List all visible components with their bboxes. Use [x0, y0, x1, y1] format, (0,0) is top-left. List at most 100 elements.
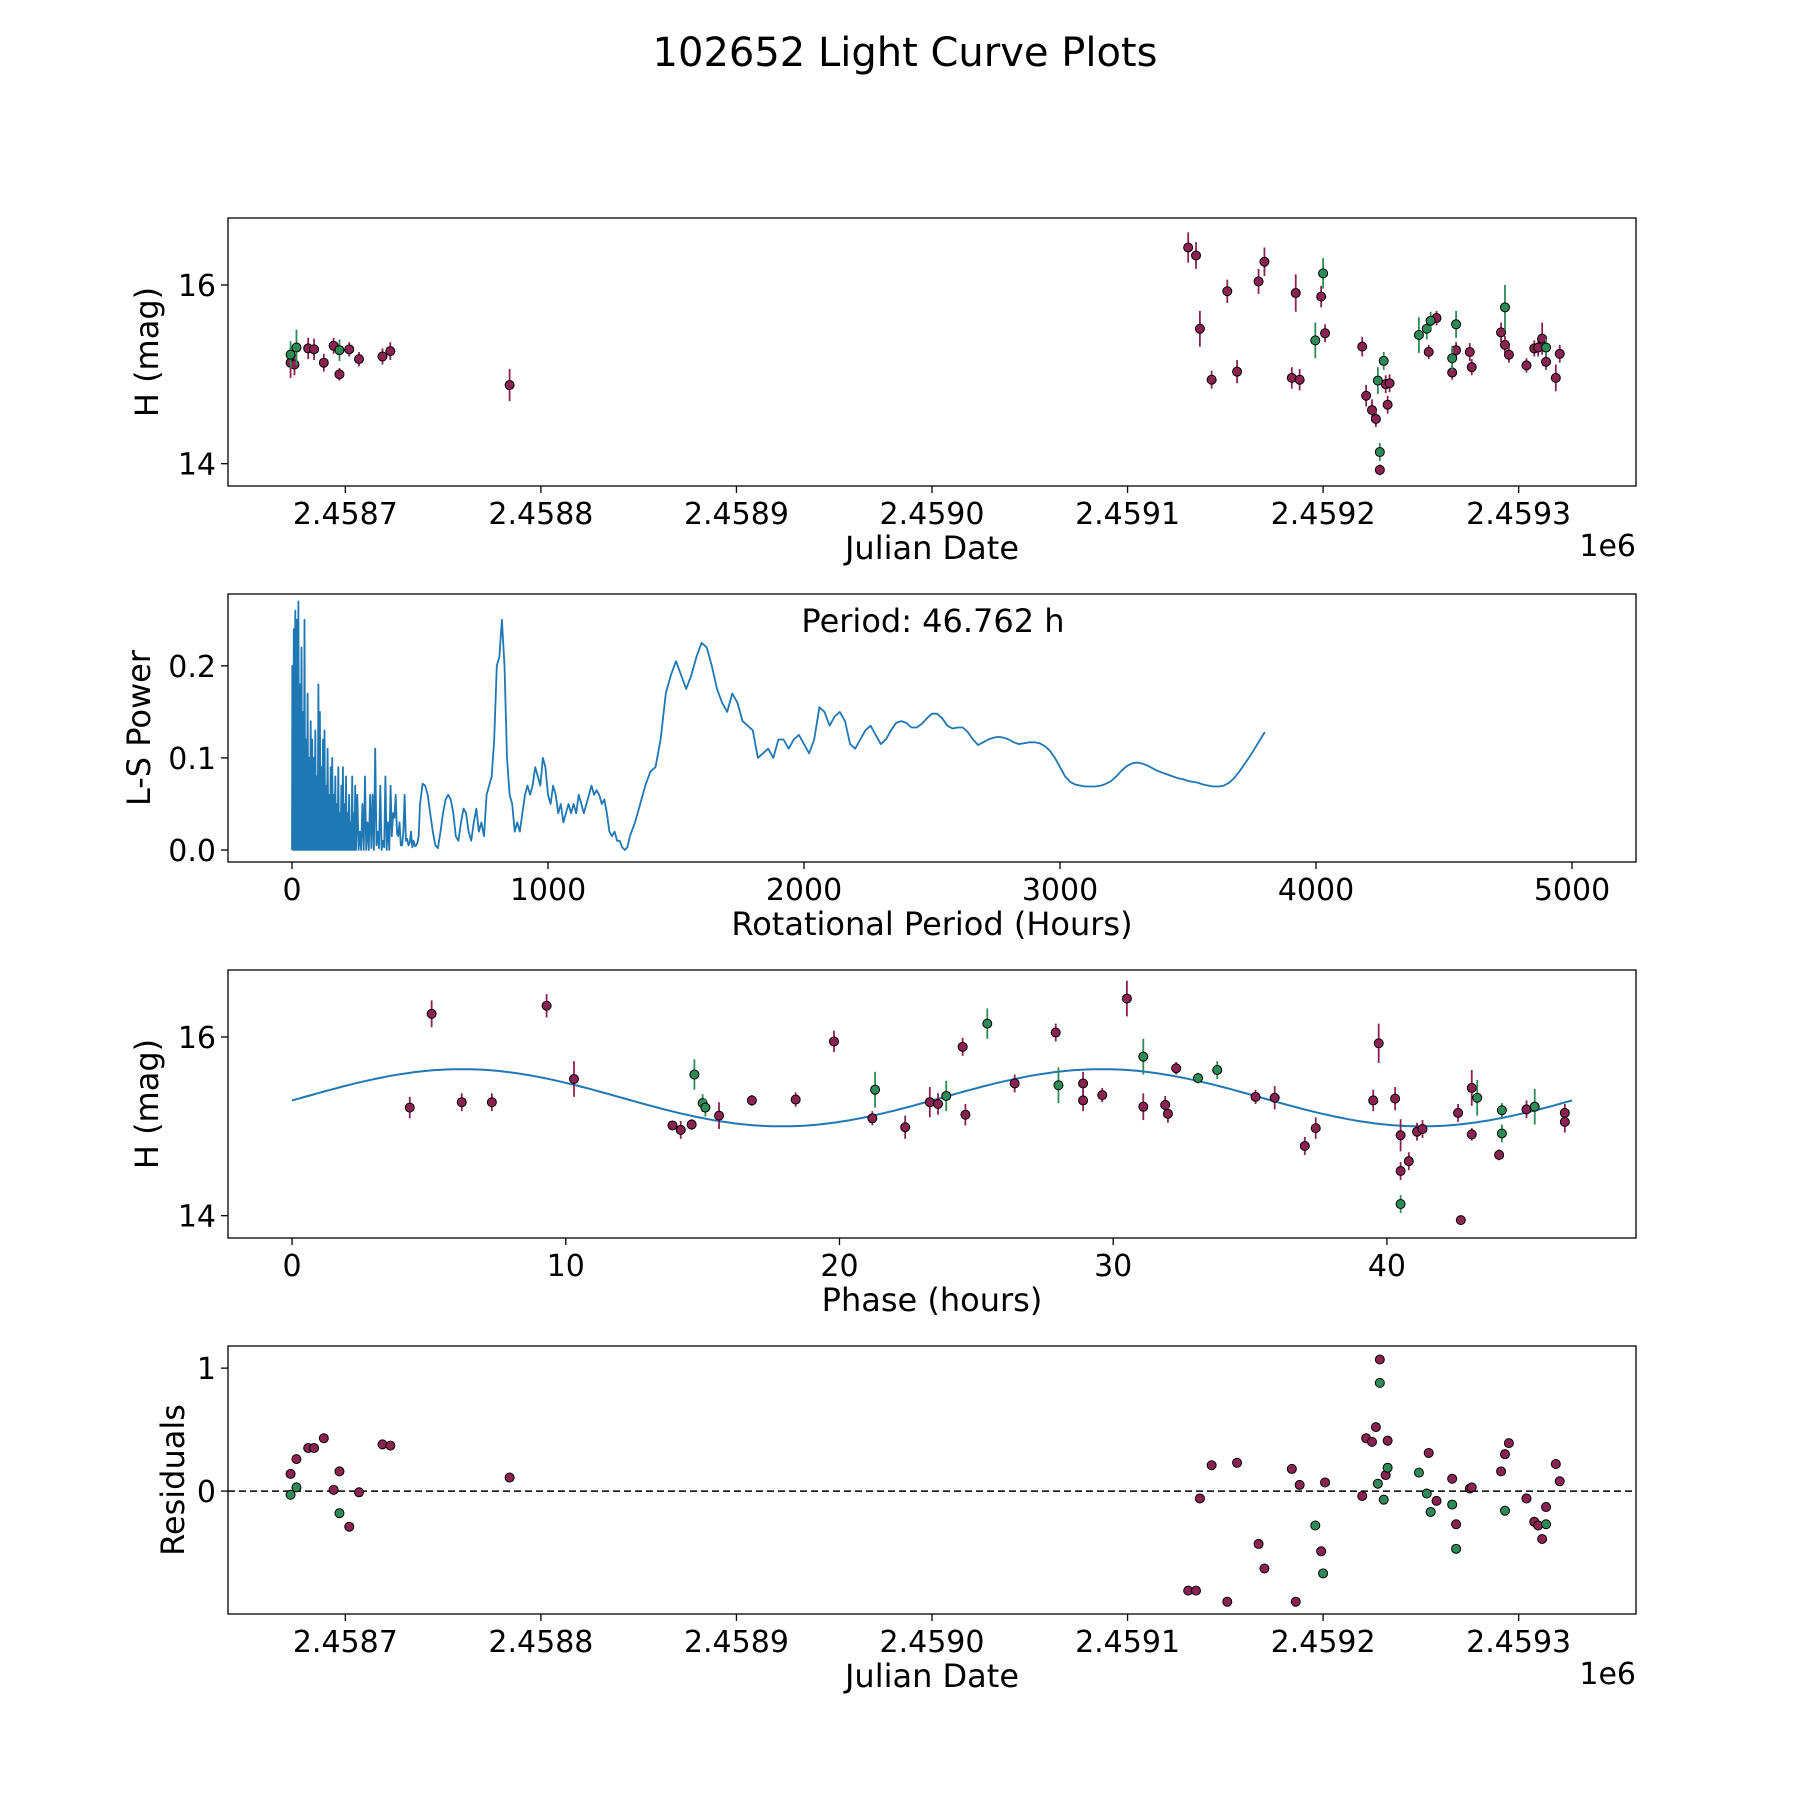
phased-red-point: [1417, 1124, 1428, 1135]
phased-x-tick-label: 0: [283, 1249, 302, 1284]
lightcurve-y-tick-label: 16: [178, 269, 216, 304]
residuals-green-point: [1541, 1519, 1552, 1530]
lightcurve-green-point: [1374, 447, 1385, 458]
residuals-red-point: [1286, 1463, 1297, 1474]
residuals-green-point: [291, 1482, 302, 1493]
periodogram-x-axis-label: Rotational Period (Hours): [731, 905, 1132, 943]
phased-green-point: [1395, 1199, 1406, 1210]
residuals-red-point: [1550, 1459, 1561, 1470]
residuals-red-point: [1191, 1585, 1201, 1596]
lightcurve-marks: [285, 232, 1565, 476]
lightcurve-red-point: [309, 344, 320, 355]
residuals-red-point: [1232, 1457, 1243, 1468]
phased-red-point: [667, 1120, 678, 1131]
periodogram-x-tick-label: 1000: [510, 873, 586, 908]
phased-green-point: [1496, 1105, 1507, 1116]
phased-red-point: [829, 1036, 840, 1047]
periodogram-x-tick-label: 2000: [766, 873, 842, 908]
residuals-red-point: [1294, 1479, 1305, 1490]
lightcurve-x-offset-label: 1e6: [1579, 529, 1636, 564]
lightcurve-green-point: [1451, 319, 1462, 330]
phased-marks: [291, 980, 1573, 1226]
residuals-red-point: [1316, 1546, 1327, 1557]
residuals-red-point: [344, 1521, 355, 1532]
residuals-red-point: [1374, 1354, 1385, 1365]
lightcurve-y-axis-label: H (mag): [128, 287, 166, 417]
phased-green-point: [689, 1069, 700, 1080]
phased-red-point: [1368, 1095, 1379, 1106]
residuals-red-point: [1259, 1563, 1270, 1574]
phased-green-point: [1496, 1128, 1507, 1139]
residuals-red-point: [1447, 1473, 1458, 1484]
lightcurve-red-point: [1499, 339, 1510, 350]
lightcurve-green-point: [1378, 355, 1389, 366]
periodogram-x-tick-label: 4000: [1278, 873, 1354, 908]
lightcurve-red-point: [334, 369, 345, 380]
periodogram-x-tick-label: 5000: [1534, 873, 1610, 908]
lightcurve-red-point: [1194, 323, 1205, 334]
residuals-green-point: [1413, 1467, 1424, 1478]
phased-red-point: [1171, 1063, 1182, 1074]
residuals-x-tick-label: 2.4590: [880, 1625, 985, 1660]
phased-red-point: [1269, 1092, 1280, 1103]
residuals-red-point: [1431, 1495, 1442, 1506]
residuals-red-point: [1382, 1435, 1393, 1446]
phased-red-point: [867, 1113, 878, 1124]
phased-x-tick-label: 20: [820, 1249, 858, 1284]
residuals-red-point: [1451, 1519, 1462, 1530]
lightcurve-red-point: [1541, 356, 1552, 367]
phased-ticks: 0 10 20 30 40 14 16: [178, 1021, 1406, 1284]
lightcurve-green-point: [1425, 315, 1436, 326]
periodogram-ticks: 0 1000 2000 3000 4000 5000 0.0 0.1 0.2: [168, 650, 1610, 908]
residuals-green-point: [1374, 1377, 1385, 1388]
period-annotation: Period: 46.762 h: [801, 602, 1064, 640]
phased-red-point: [568, 1073, 579, 1084]
phased-red-point: [1390, 1093, 1401, 1104]
lightcurve-red-point: [1191, 250, 1201, 261]
lightcurve-y-tick-label: 14: [178, 448, 216, 483]
phased-x-axis-label: Phase (hours): [822, 1281, 1043, 1319]
lightcurve-red-point: [1554, 348, 1565, 359]
phased-x-tick-label: 30: [1094, 1249, 1132, 1284]
lightcurve-red-point: [1290, 288, 1301, 299]
phased-red-point: [746, 1095, 757, 1106]
residuals-x-tick-label: 2.4587: [293, 1625, 398, 1660]
lightcurve-red-point: [1316, 291, 1327, 302]
phased-red-point: [1494, 1149, 1505, 1160]
phased-red-point: [1299, 1140, 1310, 1151]
residuals-red-point: [1541, 1502, 1552, 1513]
figure-title: 102652 Light Curve Plots: [653, 30, 1158, 76]
phased-red-point: [1097, 1090, 1108, 1101]
residuals-red-point: [1206, 1460, 1217, 1471]
phased-axes-frame: [227, 969, 1637, 1239]
residuals-green-point: [1310, 1520, 1321, 1531]
phased-y-tick-label: 14: [178, 1200, 216, 1235]
lightcurve-red-point: [1232, 366, 1243, 377]
residuals-x-tick-label: 2.4593: [1466, 1625, 1571, 1660]
residuals-red-point: [1320, 1477, 1331, 1488]
residuals-red-point: [1503, 1438, 1514, 1449]
phased-green-point: [870, 1084, 881, 1095]
phased-red-point: [1395, 1166, 1406, 1176]
phased-red-point: [900, 1122, 911, 1133]
lightcurve-red-point: [1384, 378, 1395, 389]
residuals-red-point: [334, 1466, 345, 1477]
phased-red-point: [404, 1102, 415, 1113]
lightcurve-green-point: [1318, 268, 1329, 279]
residuals-red-point: [1537, 1534, 1548, 1545]
phased-green-point: [941, 1090, 952, 1101]
phased-red-point: [1453, 1107, 1464, 1118]
phased-panel: 0 10 20 30 40 14 16 Phase (hours) H (mag): [128, 969, 1637, 1319]
phased-red-point: [1310, 1123, 1321, 1134]
lightcurve-red-point: [318, 357, 329, 368]
lightcurve-red-point: [1259, 256, 1270, 267]
residuals-green-point: [334, 1508, 345, 1519]
residuals-red-point: [318, 1433, 329, 1444]
residuals-panel: 2.4587 2.4588 2.4589 2.4590 2.4591 2.4592 2.45…: [154, 1345, 1637, 1695]
lightcurve-x-tick-label: 2.4593: [1466, 497, 1571, 532]
lightcurve-green-point: [291, 342, 302, 353]
lightcurve-x-tick-label: 2.4587: [293, 497, 398, 532]
lightcurve-red-point: [1496, 327, 1507, 338]
lightcurve-green-point: [285, 349, 296, 360]
residuals-red-point: [1554, 1476, 1565, 1487]
